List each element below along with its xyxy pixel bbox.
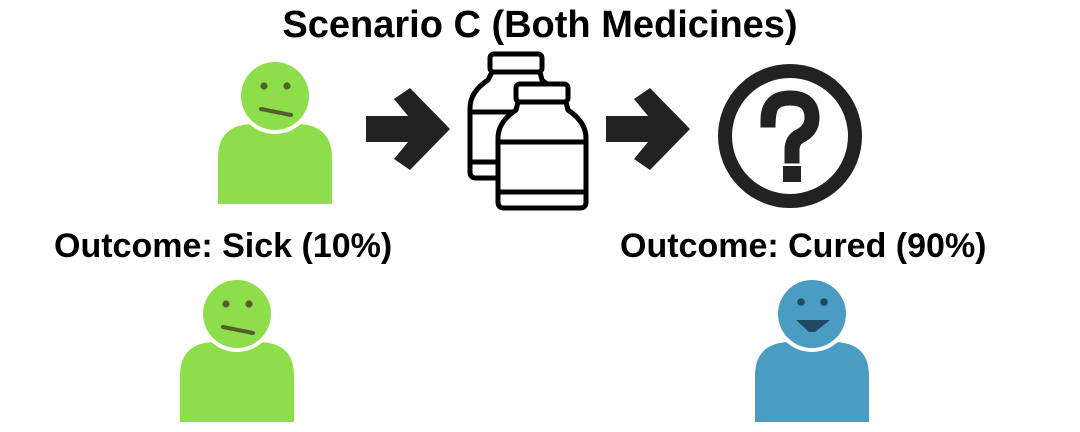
sick-person-icon: [176, 278, 298, 422]
medicine-bottles-icon: [466, 50, 590, 212]
outcome-cured-label: Outcome: Cured (90%): [620, 227, 987, 265]
arrow-right-icon: [606, 88, 690, 170]
arrow-right-icon: [366, 88, 450, 170]
outcome-sick-label: Outcome: Sick (10%): [54, 227, 393, 265]
cured-person-icon: [751, 278, 873, 422]
sick-person-icon: [214, 60, 336, 204]
diagram-title: Scenario C (Both Medicines): [282, 4, 798, 46]
question-mark-icon: [716, 62, 864, 210]
